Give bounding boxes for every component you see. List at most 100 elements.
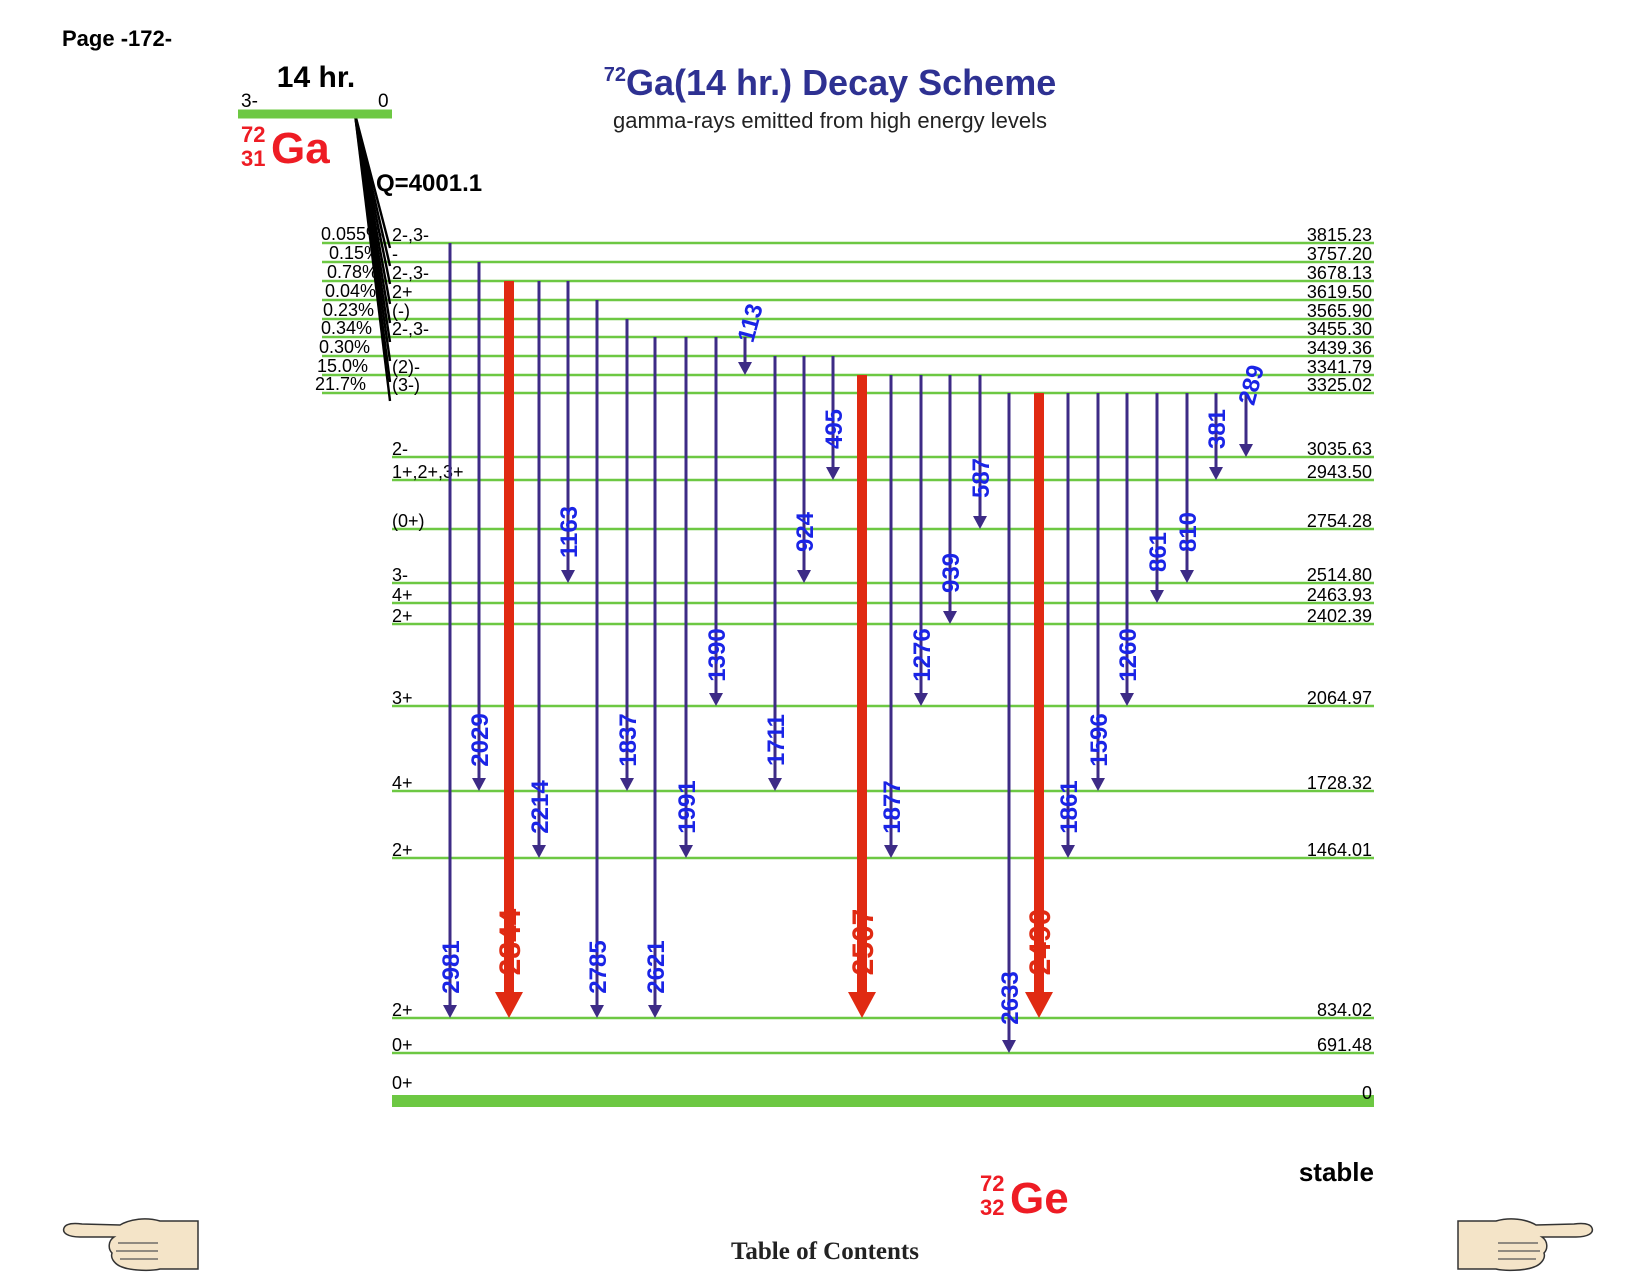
gamma-energy-label: 2214: [527, 780, 554, 834]
level-energy-label: 2514.80: [1307, 565, 1372, 585]
level-spin-label: 2+: [392, 282, 413, 302]
energy-levels: 3815.23 2-,3- 0.055% 3757.20 -0.15% 3678.13 2-…: [315, 224, 1374, 1107]
parent-symbol: Ga: [271, 124, 330, 173]
gamma-arrowhead: [973, 516, 987, 529]
level-spin-label: 1+,2+,3+: [392, 462, 464, 482]
beta-feed-percent: 0.15%: [329, 243, 380, 263]
gamma-energy-label: 2844: [494, 908, 527, 975]
gamma-energy-label: 1711: [763, 714, 790, 766]
level-energy-label: 834.02: [1317, 1000, 1372, 1020]
gamma-arrowhead: [826, 467, 840, 480]
gamma-energy-label: 2507: [847, 909, 880, 976]
level-energy-label: 3455.30: [1307, 319, 1372, 339]
level-spin-label: 2-: [392, 439, 408, 459]
parent-halflife: 14 hr.: [277, 61, 355, 94]
gamma-energy-label: 2621: [643, 940, 670, 993]
level-spin-label: 2+: [392, 840, 413, 860]
pointing-hand-left-icon: [62, 1218, 199, 1272]
gamma-arrowhead: [561, 570, 575, 583]
level-energy-label: 3439.36: [1307, 338, 1372, 358]
gamma-arrowhead: [943, 611, 957, 624]
gamma-energy-label: 289: [1234, 362, 1270, 408]
parent-spin: 3-: [241, 91, 258, 112]
gamma-arrowhead: [648, 1005, 662, 1018]
gamma-arrowhead: [1025, 992, 1053, 1018]
level-energy-label: 3565.90: [1307, 301, 1372, 321]
gamma-energy-label: 2785: [585, 940, 612, 993]
level-energy-label: 691.48: [1317, 1035, 1372, 1055]
gamma-arrowhead: [1180, 570, 1194, 583]
gamma-energy-label: 1861: [1056, 780, 1083, 833]
gamma-arrowhead: [914, 693, 928, 706]
level-energy-label: 2463.93: [1307, 585, 1372, 605]
gamma-energy-label: 495: [821, 409, 848, 449]
level-spin-label: -: [392, 244, 398, 264]
title-mass-number: 72: [603, 64, 626, 86]
daughter-symbol: Ge: [1010, 1174, 1069, 1223]
gamma-arrowhead: [620, 778, 634, 791]
gamma-arrowhead: [1239, 444, 1253, 457]
level-energy-label: 1728.32: [1307, 773, 1372, 793]
gamma-energy-label: 1390: [704, 628, 731, 681]
level-spin-label: 2+: [392, 606, 413, 626]
level-energy-label: 3035.63: [1307, 439, 1372, 459]
level-spin-label: 0+: [392, 1035, 413, 1055]
level-spin-label: 2-,3-: [392, 319, 429, 339]
level-spin-label: (2)-: [392, 357, 420, 377]
level-energy-label: 3678.13: [1307, 263, 1372, 283]
gamma-arrowhead: [1150, 590, 1164, 603]
gamma-arrowhead: [443, 1005, 457, 1018]
beta-feed-percent: 0.78%: [327, 262, 378, 282]
gamma-energy-label: 113: [733, 301, 769, 345]
next-page-button[interactable]: [1456, 1213, 1596, 1273]
level-spin-label: (0+): [392, 511, 425, 531]
gamma-energy-label: 939: [938, 553, 965, 593]
level-spin-label: (3-): [392, 375, 420, 395]
gamma-energy-label: 587: [968, 458, 995, 498]
page-subtitle: gamma-rays emitted from high energy leve…: [612, 108, 1048, 133]
table-of-contents-link[interactable]: Table of Contents: [731, 1238, 919, 1265]
gamma-energy-label: 2029: [467, 713, 494, 766]
pointing-hand-right-icon: [1457, 1218, 1594, 1272]
level-energy-label: 3341.79: [1307, 357, 1372, 377]
title-text: Ga(14 hr.) Decay Scheme: [626, 62, 1057, 103]
gamma-energy-label: 1260: [1115, 628, 1142, 681]
gamma-arrowhead: [472, 778, 486, 791]
level-spin-label: 0+: [392, 1073, 413, 1093]
parent-mass-number: 72: [241, 122, 265, 147]
level-spin-label: 4+: [392, 773, 413, 793]
level-spin-label: 4+: [392, 585, 413, 605]
level-energy-label: 3325.02: [1307, 375, 1372, 395]
gamma-arrowhead: [532, 845, 546, 858]
page-title: 72Ga(14 hr.) Decay Scheme: [520, 62, 1140, 104]
q-value: Q=4001.1: [376, 170, 482, 197]
gamma-arrowhead: [1209, 467, 1223, 480]
daughter-atomic-number: 32: [980, 1195, 1004, 1220]
gamma-energy-label: 1596: [1086, 713, 1113, 766]
beta-feed-percent: 0.30%: [319, 337, 370, 357]
gamma-arrowhead: [1061, 845, 1075, 858]
previous-page-button[interactable]: [60, 1213, 200, 1273]
level-spin-label: 3+: [392, 688, 413, 708]
gamma-energy-label: 1163: [556, 506, 583, 558]
gamma-energy-label: 1837: [615, 713, 642, 766]
gamma-energy-label: 924: [792, 511, 819, 552]
gamma-arrowhead: [1002, 1040, 1016, 1053]
gamma-arrowhead: [709, 693, 723, 706]
level-energy-label: 3815.23: [1307, 225, 1372, 245]
parent-atomic-number: 31: [241, 146, 265, 171]
level-spin-label: 3-: [392, 565, 408, 585]
parent-energy: 0: [378, 91, 389, 112]
parent-level-group: 14 hr. 3- 0 72 31 Ga Q=4001.1: [238, 61, 482, 197]
level-energy-label: 3757.20: [1307, 244, 1372, 264]
page-number: Page -172-: [62, 26, 173, 51]
level-spin-label: (-): [392, 301, 410, 321]
beta-feed-percent: 0.055%: [321, 224, 382, 244]
beta-feed-percent: 0.34%: [321, 318, 372, 338]
level-spin-label: 2-,3-: [392, 225, 429, 245]
level-spin-label: 2+: [392, 1000, 413, 1020]
daughter-stability: stable: [1299, 1157, 1374, 1187]
beta-feed-percent: 21.7%: [315, 374, 366, 394]
level-energy-label: 3619.50: [1307, 282, 1372, 302]
beta-feed-line: [353, 113, 392, 402]
